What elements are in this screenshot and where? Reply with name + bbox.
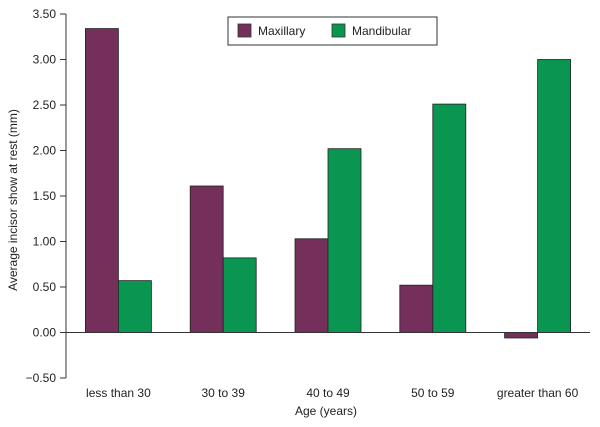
- y-tick-label: 3.50: [33, 7, 57, 21]
- legend-label-mandibular: Mandibular: [352, 24, 411, 38]
- legend-label-maxillary: Maxillary: [258, 24, 305, 38]
- bar-mandibular-2: [327, 148, 362, 333]
- bar-mandibular-4: [537, 59, 571, 333]
- x-tick-label: 50 to 59: [411, 386, 455, 400]
- bar-maxillary-4: [504, 332, 539, 339]
- legend: Maxillary Mandibular: [227, 16, 438, 46]
- legend-swatch-mandibular: [331, 23, 346, 38]
- y-tick-label: 1.50: [33, 189, 57, 203]
- x-tick-label: less than 30: [86, 386, 151, 400]
- legend-swatch-maxillary: [237, 23, 252, 38]
- y-tick-label: −0.50: [26, 371, 57, 385]
- y-tick-label: 1.00: [33, 235, 57, 249]
- bar-mandibular-1: [222, 257, 257, 333]
- y-axis-ticks: −0.50 0.00 0.50 1.00 1.50 2.00 2.50 3.00 3.50: [26, 7, 66, 385]
- x-tick-label: 40 to 49: [306, 386, 350, 400]
- bar-mandibular-0: [118, 280, 152, 333]
- x-tick-label: 30 to 39: [202, 386, 246, 400]
- y-tick-label: 3.00: [33, 53, 57, 67]
- x-axis-title: Age (years): [295, 404, 357, 418]
- bar-maxillary-0: [85, 28, 119, 333]
- bars-group: [85, 28, 571, 339]
- y-axis-title: Average incisor show at rest (mm): [6, 109, 20, 291]
- bar-maxillary-3: [399, 284, 434, 333]
- x-axis-tick-labels: less than 30 30 to 39 40 to 49 50 to 59 grea…: [86, 386, 579, 400]
- y-tick-label: 0.00: [33, 326, 57, 340]
- bar-mandibular-3: [432, 103, 467, 333]
- bar-maxillary-1: [189, 185, 224, 333]
- bar-maxillary-2: [294, 238, 329, 333]
- x-tick-label: greater than 60: [497, 386, 579, 400]
- axes: [65, 14, 590, 378]
- y-tick-label: 2.00: [33, 144, 57, 158]
- y-tick-label: 0.50: [33, 280, 57, 294]
- y-tick-label: 2.50: [33, 98, 57, 112]
